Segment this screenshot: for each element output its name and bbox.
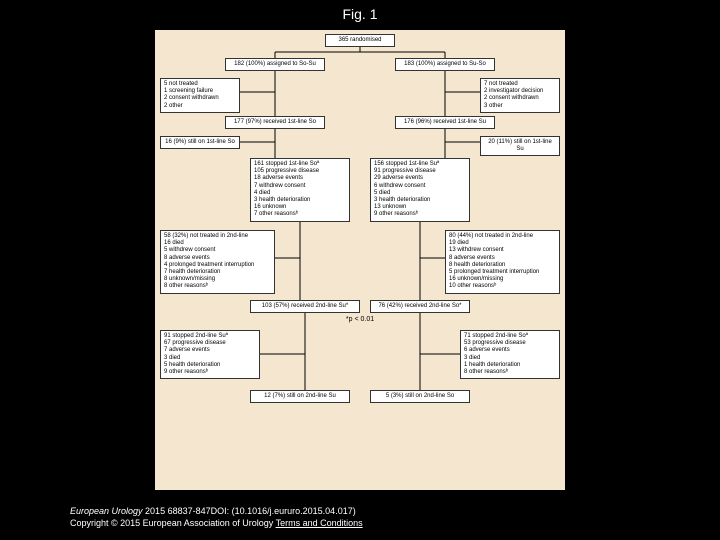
- node-c2: 176 (96%) received 1st-line Su: [395, 116, 495, 129]
- node-e2: 156 stopped 1st-line Suª 91 progressive …: [370, 158, 470, 222]
- node-f1: 58 (32%) not treated in 2nd-line 16 died…: [160, 230, 275, 294]
- node-g1: 103 (57%) received 2nd-line Su*: [250, 300, 360, 313]
- node-d1: 16 (9%) still on 1st-line So: [160, 136, 240, 149]
- terms-link[interactable]: Terms and Conditions: [276, 518, 363, 528]
- node-d2: 20 (11%) still on 1st-line Su: [480, 136, 560, 156]
- node-i1: 12 (7%) still on 2nd-line Su: [250, 390, 350, 403]
- node-i2: 5 (3%) still on 2nd-line So: [370, 390, 470, 403]
- figure-title: Fig. 1: [0, 0, 720, 28]
- node-c1: 177 (97%) received 1st-line So: [225, 116, 325, 129]
- node-top: 365 randomised: [325, 34, 395, 47]
- node-f2: 80 (44%) not treated in 2nd-line 19 died…: [445, 230, 560, 294]
- journal-name: European Urology: [70, 506, 143, 516]
- flowchart: *p < 0.01 365 randomised182 (100%) assig…: [155, 30, 565, 490]
- caption: European Urology 2015 68837-847DOI: (10.…: [70, 505, 363, 530]
- node-h1: 91 stopped 2nd-line Suª 67 progressive d…: [160, 330, 260, 379]
- p-value-note: *p < 0.01: [330, 316, 390, 323]
- node-b2: 7 not treated 2 investigator decision 2 …: [480, 78, 560, 113]
- node-g2: 76 (42%) received 2nd-line So*: [370, 300, 470, 313]
- node-b1: 5 not treated 1 screening failure 2 cons…: [160, 78, 240, 113]
- node-h2: 71 stopped 2nd-line Soª 53 progressive d…: [460, 330, 560, 379]
- copyright-text: Copyright © 2015 European Association of…: [70, 518, 276, 528]
- node-e1: 161 stopped 1st-line Soª 105 progressive…: [250, 158, 350, 222]
- node-a2: 183 (100%) assigned to Su-So: [395, 58, 495, 71]
- citation-text: 2015 68837-847DOI: (10.1016/j.eururo.201…: [143, 506, 356, 516]
- node-a1: 182 (100%) assigned to So-Su: [225, 58, 325, 71]
